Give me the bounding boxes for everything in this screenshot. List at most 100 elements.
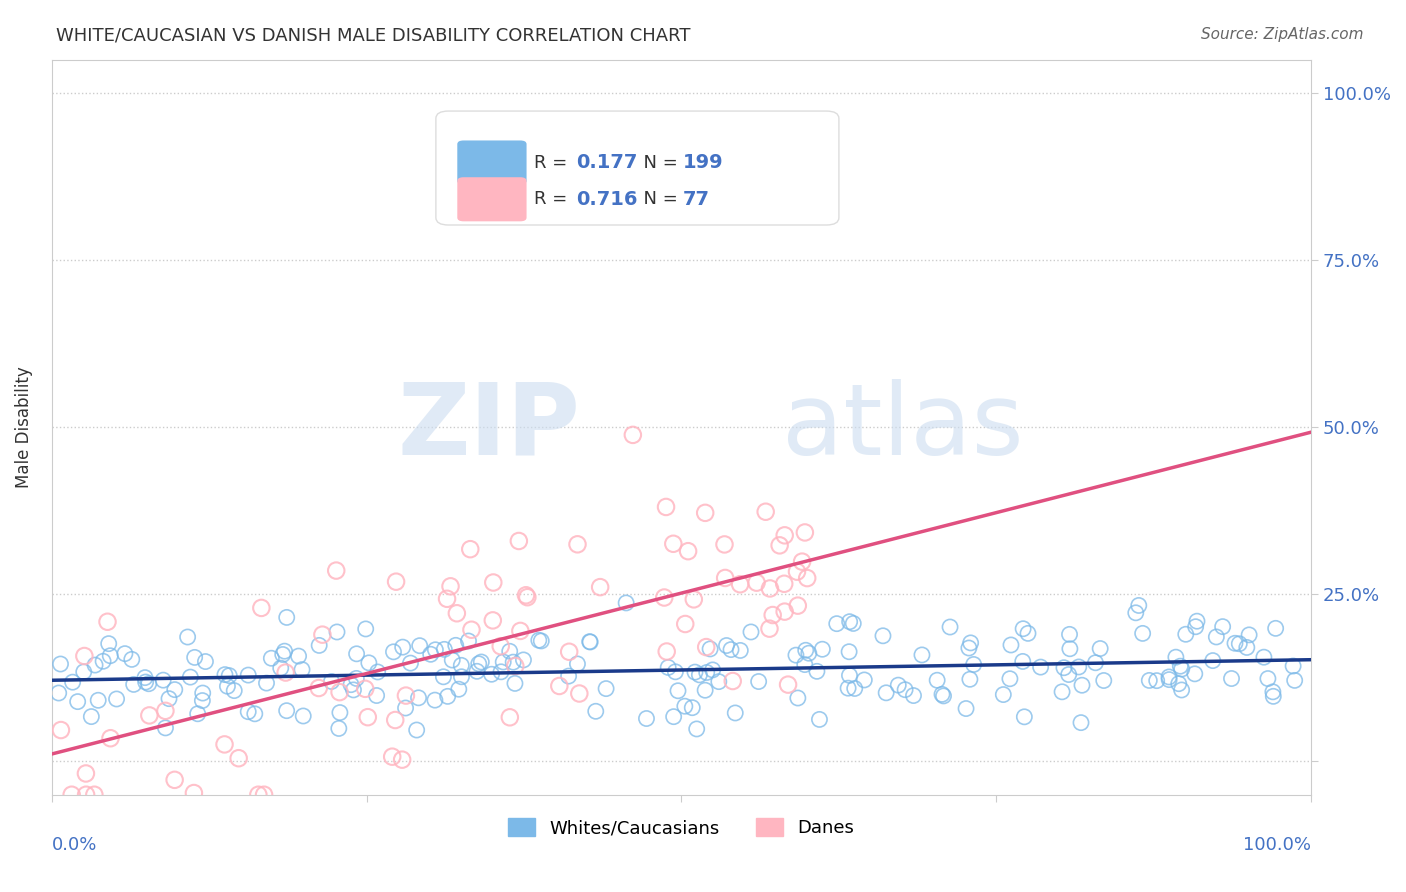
Point (721, 673, 744, 688)
Point (292, 709, 315, 723)
Point (499, 710, 522, 724)
Point (214, 667, 236, 681)
Point (100, 731, 122, 746)
Point (713, 537, 735, 551)
Point (66, 695, 89, 709)
Point (1237, 628, 1260, 642)
Point (872, 629, 894, 643)
Point (745, 575, 768, 590)
Point (1185, 614, 1208, 628)
Point (681, 700, 703, 714)
Point (432, 670, 454, 684)
FancyBboxPatch shape (457, 140, 527, 185)
Point (354, 681, 377, 696)
Point (785, 648, 807, 662)
Point (1223, 636, 1246, 650)
Point (842, 616, 865, 631)
Point (444, 638, 467, 652)
Point (998, 672, 1021, 686)
Point (1017, 626, 1039, 640)
Point (503, 659, 526, 673)
Point (657, 660, 679, 674)
Point (481, 613, 503, 627)
Point (1057, 667, 1080, 681)
Point (1070, 715, 1092, 730)
Point (183, 650, 205, 665)
FancyBboxPatch shape (436, 112, 839, 225)
Point (1205, 630, 1227, 644)
Point (1014, 710, 1036, 724)
Point (503, 676, 526, 690)
Point (163, 682, 186, 697)
Point (97, 637, 120, 651)
Point (121, 652, 143, 666)
Point (1125, 606, 1147, 620)
Point (489, 639, 512, 653)
Point (927, 673, 949, 688)
Point (499, 644, 522, 658)
Point (138, 708, 160, 723)
Point (458, 542, 481, 557)
Point (276, 704, 298, 718)
Point (567, 537, 589, 551)
Point (1128, 599, 1150, 613)
Point (695, 640, 717, 654)
Point (176, 630, 198, 644)
Point (811, 642, 834, 657)
Point (740, 624, 762, 639)
Point (932, 689, 955, 703)
Point (808, 713, 831, 727)
Point (1164, 650, 1187, 665)
Point (578, 634, 600, 648)
Point (187, 706, 209, 721)
Point (797, 646, 820, 660)
Point (450, 670, 472, 684)
Point (748, 674, 770, 689)
Point (853, 673, 876, 687)
Text: R =: R = (534, 190, 574, 208)
Point (217, 679, 239, 693)
Point (585, 704, 607, 718)
Point (183, 786, 205, 800)
Point (326, 624, 349, 639)
Point (508, 533, 530, 548)
Point (716, 639, 738, 653)
Point (579, 635, 602, 649)
Point (1170, 683, 1192, 698)
Point (271, 648, 294, 662)
Text: WHITE/CAUCASIAN VS DANISH MALE DISABILITY CORRELATION CHART: WHITE/CAUCASIAN VS DANISH MALE DISABILIT… (56, 27, 690, 45)
Point (346, 647, 368, 661)
Point (152, 673, 174, 687)
Point (450, 658, 472, 673)
Point (465, 665, 488, 679)
Point (191, 686, 214, 700)
Point (838, 615, 860, 629)
Point (482, 575, 505, 590)
Point (695, 506, 717, 520)
Point (1059, 627, 1081, 641)
Point (394, 701, 416, 715)
Point (308, 639, 330, 653)
Point (489, 665, 512, 679)
Point (509, 624, 531, 638)
Point (1227, 637, 1250, 651)
Point (793, 657, 815, 672)
Point (1146, 673, 1168, 688)
Point (773, 576, 796, 591)
Point (1264, 621, 1286, 635)
Point (470, 655, 492, 669)
Point (253, 788, 276, 802)
Point (1174, 627, 1197, 641)
Point (256, 676, 278, 690)
Point (1253, 650, 1275, 665)
Point (955, 701, 977, 715)
Point (96, 615, 118, 629)
Point (138, 677, 160, 691)
Point (724, 706, 747, 720)
Point (1261, 685, 1284, 699)
Point (762, 607, 785, 622)
Point (730, 643, 752, 657)
Point (408, 690, 430, 705)
Point (1053, 661, 1076, 675)
Point (614, 596, 637, 610)
